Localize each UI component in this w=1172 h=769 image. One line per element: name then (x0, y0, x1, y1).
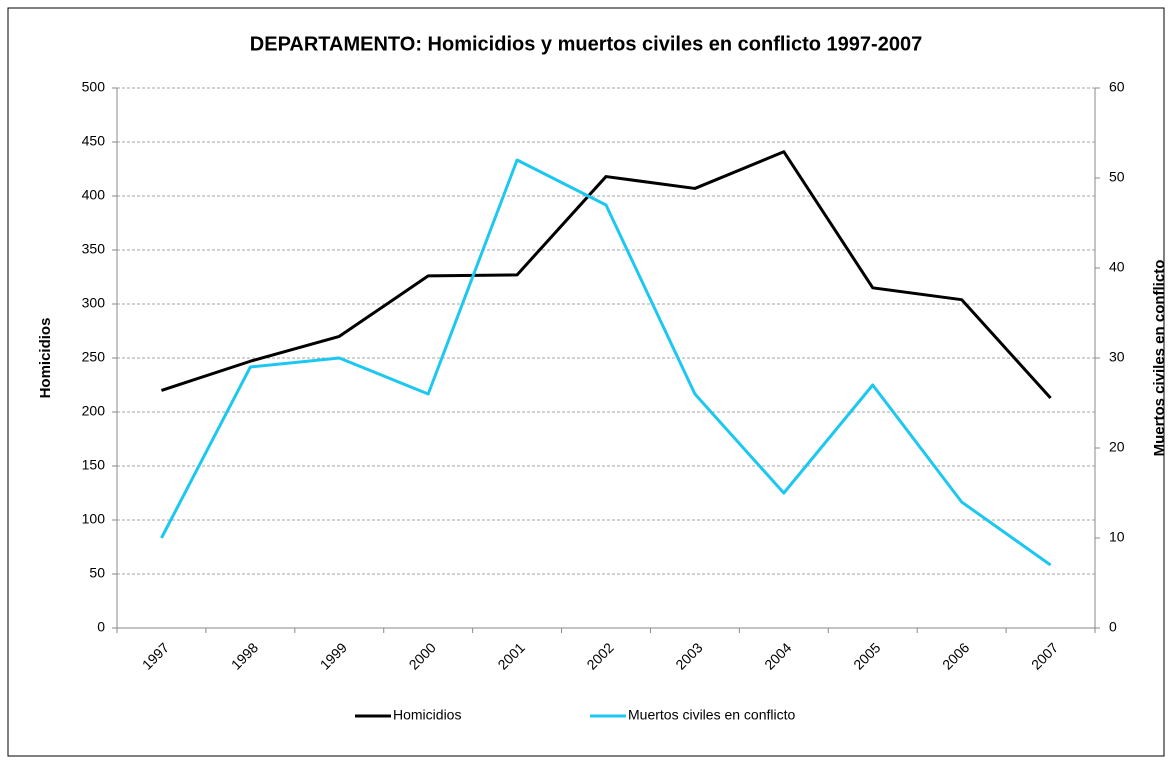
line-series (160, 158, 1052, 567)
y-tick-label: 50 (89, 565, 105, 581)
frame (7, 7, 1165, 757)
legend-label: Homicidios (393, 707, 461, 723)
y-tick-label: 350 (82, 241, 106, 257)
y-tick-label: 450 (82, 133, 106, 149)
y-tick-label: 250 (82, 349, 106, 365)
y2-tick-label: 40 (1109, 259, 1125, 275)
y-axis-title: Homicidios (37, 318, 54, 399)
y2-tick-label: 50 (1109, 169, 1125, 185)
y-tick-label: 100 (82, 511, 106, 527)
y-tick-label: 0 (97, 619, 105, 635)
y-tick-label: 300 (82, 295, 106, 311)
y2-tick-label: 30 (1109, 349, 1125, 365)
y-tick-label: 200 (82, 403, 106, 419)
y-tick-label: 150 (82, 457, 106, 473)
y2-tick-label: 20 (1109, 439, 1125, 455)
y2-tick-label: 10 (1109, 529, 1125, 545)
y-tick-label: 400 (82, 187, 106, 203)
line-series (160, 150, 1052, 399)
y-tick-label: 500 (82, 79, 106, 95)
legend-label: Muertos civiles en conflicto (628, 707, 796, 723)
y2-axis-title: Muertos civiles en conflicto (1151, 260, 1168, 457)
y2-tick-label: 0 (1109, 619, 1117, 635)
y2-tick-label: 60 (1109, 79, 1125, 95)
chart-title: DEPARTAMENTO: Homicidios y muertos civil… (250, 33, 922, 55)
